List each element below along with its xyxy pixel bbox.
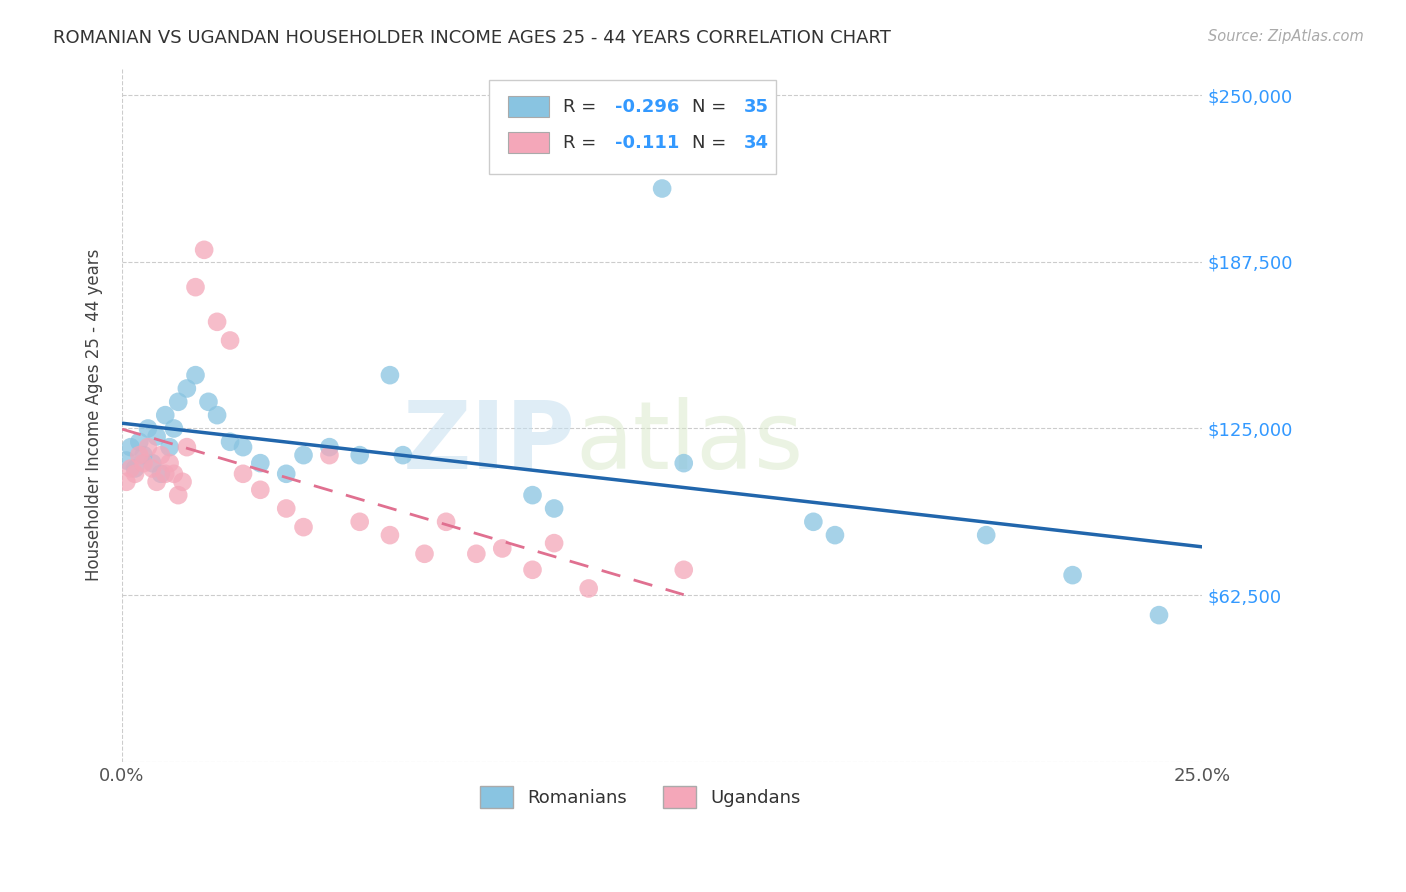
Point [155,408,177,422]
Point [120,440,142,454]
Point [378,528,401,542]
Point [141,461,163,475]
Point [159,440,181,454]
Point [1062,568,1084,582]
Point [120,461,142,475]
Text: N =: N = [692,97,733,116]
FancyBboxPatch shape [508,96,548,117]
Point [522,563,544,577]
Point [249,483,271,497]
Text: N =: N = [692,134,733,152]
Point [128,448,150,462]
Y-axis label: Householder Income Ages 25 - 44 years: Householder Income Ages 25 - 44 years [86,249,103,582]
Text: Source: ZipAtlas.com: Source: ZipAtlas.com [1208,29,1364,44]
Point [349,448,371,462]
Point [318,440,340,454]
Point [434,515,457,529]
Point [205,408,228,422]
Point [522,488,544,502]
Point [349,515,371,529]
Point [149,467,172,481]
Point [145,429,167,443]
Point [193,243,215,257]
Point [159,456,181,470]
Text: atlas: atlas [575,397,804,489]
Point [205,315,228,329]
Point [167,488,190,502]
Point [318,448,340,462]
Point [124,467,146,481]
Point [465,547,488,561]
Point [163,421,186,435]
Point [132,456,155,470]
Point [128,434,150,449]
Point [578,582,600,596]
FancyBboxPatch shape [489,80,776,174]
FancyBboxPatch shape [508,132,548,153]
Point [155,467,177,481]
Point [219,434,242,449]
Point [115,475,138,489]
Point [392,448,415,462]
Point [378,368,401,383]
Text: R =: R = [562,134,602,152]
Point [824,528,846,542]
Point [292,448,315,462]
Point [292,520,315,534]
Point [136,440,159,454]
Point [801,515,824,529]
Point [197,394,219,409]
Point [249,456,271,470]
Text: 34: 34 [744,134,769,152]
Point [543,501,565,516]
Point [1147,608,1170,623]
Point [219,334,242,348]
Point [115,453,138,467]
Point [184,280,207,294]
Point [149,448,172,462]
Point [141,456,163,470]
Point [145,475,167,489]
Text: -0.111: -0.111 [614,134,679,152]
Point [136,421,159,435]
Point [232,440,254,454]
Text: 35: 35 [744,97,769,116]
Point [176,440,198,454]
Text: ROMANIAN VS UGANDAN HOUSEHOLDER INCOME AGES 25 - 44 YEARS CORRELATION CHART: ROMANIAN VS UGANDAN HOUSEHOLDER INCOME A… [53,29,891,46]
Point [124,461,146,475]
Text: R =: R = [562,97,602,116]
Point [543,536,565,550]
Point [672,563,695,577]
Point [491,541,513,556]
Point [167,394,190,409]
Point [974,528,997,542]
Point [276,467,298,481]
Point [276,501,298,516]
Text: -0.296: -0.296 [614,97,679,116]
Point [163,467,186,481]
Point [651,181,673,195]
Point [176,382,198,396]
Point [232,467,254,481]
Point [184,368,207,383]
Point [672,456,695,470]
Point [413,547,436,561]
Legend: Romanians, Ugandans: Romanians, Ugandans [474,779,808,815]
Text: ZIP: ZIP [404,397,575,489]
Point [132,448,155,462]
Point [172,475,194,489]
